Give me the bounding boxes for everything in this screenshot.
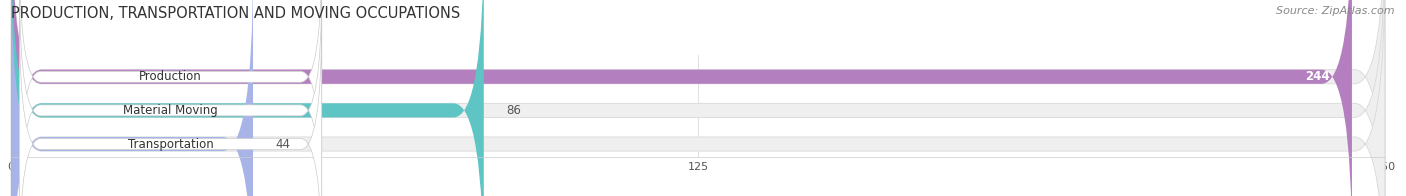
FancyBboxPatch shape [11,0,1385,196]
FancyBboxPatch shape [20,20,322,196]
FancyBboxPatch shape [20,0,322,196]
Text: PRODUCTION, TRANSPORTATION AND MOVING OCCUPATIONS: PRODUCTION, TRANSPORTATION AND MOVING OC… [11,6,461,21]
FancyBboxPatch shape [11,0,1353,196]
FancyBboxPatch shape [11,0,1385,196]
Text: Source: ZipAtlas.com: Source: ZipAtlas.com [1277,6,1395,16]
FancyBboxPatch shape [20,0,322,196]
Text: Material Moving: Material Moving [124,104,218,117]
FancyBboxPatch shape [11,0,253,196]
Text: Transportation: Transportation [128,138,214,151]
Text: 244: 244 [1305,70,1330,83]
Text: Production: Production [139,70,202,83]
Text: 44: 44 [276,138,290,151]
FancyBboxPatch shape [11,0,484,196]
Text: 86: 86 [506,104,520,117]
FancyBboxPatch shape [11,0,1385,196]
